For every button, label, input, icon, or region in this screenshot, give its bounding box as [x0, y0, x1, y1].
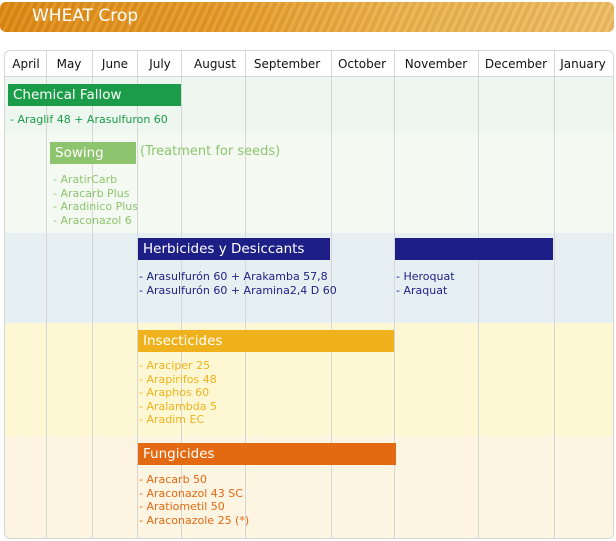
- list-item: - Arasulfurón 60 + Arakamba 57,8: [139, 270, 328, 283]
- column-divider: [46, 51, 47, 538]
- list-item: - AratirCarb: [53, 173, 118, 186]
- column-divider: [394, 51, 395, 538]
- fungicides-products: - Aracarb 50 - Araconazol 43 SC - Aratio…: [139, 473, 249, 527]
- herbicides-products: - Arasulfurón 60 + Arakamba 57,8 - Arasu…: [139, 270, 337, 297]
- column-divider: [478, 51, 479, 538]
- month-may: May: [56, 57, 82, 71]
- page-header: WHEAT Crop: [0, 2, 614, 32]
- list-item: - Araciper 25: [139, 359, 211, 372]
- insecticides-products: - Araciper 25 - Arapirifos 48 - Araphos …: [139, 359, 217, 427]
- month-november: November: [404, 57, 468, 71]
- herbicides-bar: Herbicides y Desiccants: [138, 238, 330, 260]
- herbicides-late-products: - Heroquat - Araquat: [396, 270, 455, 297]
- crop-calendar: April May June July August September Oct…: [4, 50, 614, 539]
- sowing-products: - AratirCarb - Aracarb Plus - Aradinico …: [53, 173, 138, 227]
- list-item: - Aracarb Plus: [53, 186, 130, 200]
- list-item: - Araconazol 6: [53, 213, 132, 227]
- list-item: - Araconazol 43 SC: [139, 486, 243, 500]
- list-item: - Aradinico Plus: [53, 200, 138, 213]
- list-item: - Araquat: [396, 283, 448, 297]
- chemical-fallow-products: - Araglif 48 + Arasulfuron 60: [10, 113, 168, 127]
- list-item: - Heroquat: [396, 270, 455, 283]
- month-august: August: [194, 57, 236, 71]
- fungicides-bar: Fungicides: [138, 443, 396, 465]
- month-header-row: April May June July August September Oct…: [5, 51, 613, 77]
- page-title: WHEAT Crop: [32, 6, 139, 26]
- list-item: - Arasulfurón 60 + Aramina2,4 D 60: [139, 283, 337, 297]
- insecticides-bar: Insecticides: [138, 330, 394, 352]
- list-item: - Aradim EC: [139, 413, 205, 426]
- herbicides-late-bar: [395, 238, 553, 260]
- column-divider: [92, 51, 93, 538]
- sowing-note: (Treatment for seeds): [140, 144, 281, 159]
- list-item: - Aracarb 50: [139, 473, 208, 486]
- list-item: - Aratiometil 50: [139, 500, 225, 513]
- list-item: - Arapirifos 48: [139, 372, 217, 386]
- list-item: - Araglif 48 + Arasulfuron 60: [10, 113, 168, 126]
- column-divider: [181, 51, 182, 538]
- column-divider: [137, 51, 138, 538]
- month-june: June: [101, 57, 129, 71]
- column-divider: [331, 51, 332, 538]
- month-april: April: [12, 57, 40, 71]
- month-october: October: [337, 57, 387, 71]
- month-december: December: [484, 57, 548, 71]
- column-divider: [554, 51, 555, 538]
- chemical-fallow-bar: Chemical Fallow: [8, 84, 181, 106]
- list-item: - Araphos 60: [139, 386, 210, 399]
- sowing-bar: Sowing: [50, 142, 136, 164]
- month-september: September: [253, 57, 321, 71]
- list-item: - Araconazole 25 (*): [139, 513, 250, 527]
- column-divider: [245, 51, 246, 538]
- month-january: January: [560, 57, 606, 71]
- list-item: - Aralambda 5: [139, 399, 217, 413]
- month-july: July: [149, 57, 171, 71]
